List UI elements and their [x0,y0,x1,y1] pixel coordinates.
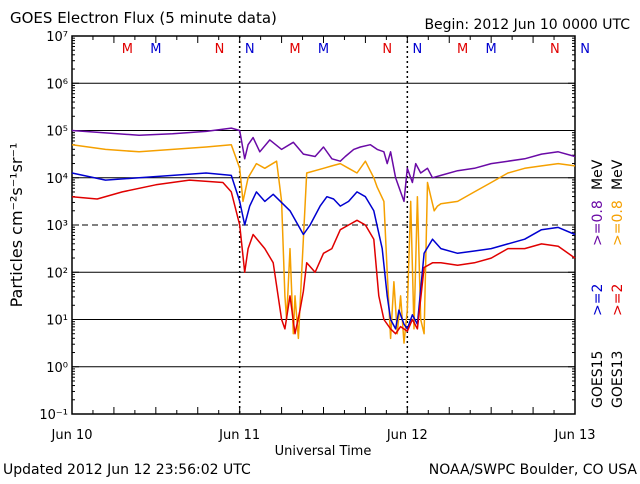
y-axis-ticks: 10⁻¹ 10⁰ 10¹ 10² 10³ 10⁴ 10⁵ 10⁶ 10⁷ [39,30,575,423]
marker-label: N [245,42,255,57]
marker-label: M [486,42,497,57]
series-line [71,143,576,344]
unit-label-1: MeV [590,159,606,190]
goes13-label: GOES13 [610,351,626,408]
y-tick-label: 10¹ [46,314,68,329]
marker-label: N [413,42,423,57]
y-tick-label: 10³ [46,219,68,234]
credit-text: NOAA/SWPC Boulder, CO USA [429,462,638,478]
series-line [71,127,576,203]
x-tick-label: Jun 10 [51,428,93,443]
series-line [71,179,576,335]
goes13-2mev-label: >=2 [610,284,626,316]
marker-label: N [550,42,560,57]
x-axis-label: Universal Time [275,444,372,459]
goes15-2mev-label: >=2 [590,284,606,316]
grid-lines [72,36,575,414]
y-tick-label: 10⁷ [46,30,68,45]
updated-timestamp: Updated 2012 Jun 12 23:56:02 UTC [3,462,251,478]
marker-label: M [122,42,133,57]
y-tick-label: 10⁰ [46,361,68,376]
goes13-08mev-label: >=0.8 [610,200,626,246]
y-axis-label: Particles cm⁻²s⁻¹sr⁻¹ [7,143,26,308]
marker-label: N [215,42,225,57]
x-tick-label: Jun 13 [554,428,596,443]
goes15-label: GOES15 [590,351,606,408]
y-tick-label: 10⁶ [46,77,68,92]
marker-label: M [289,42,300,57]
y-tick-label: 10⁻¹ [39,408,68,423]
y-tick-label: 10⁵ [46,125,68,140]
begin-time: Begin: 2012 Jun 10 0000 UTC [424,17,630,33]
marker-label: M [150,42,161,57]
right-legend: GOES15 GOES13 >=2 >=2 >=0.8 >=0.8 MeV Me… [590,159,626,408]
marker-label: M [318,42,329,57]
x-axis-ticks: Jun 10 Jun 11 Jun 12 Jun 13 [51,36,596,443]
unit-label-2: MeV [610,159,626,190]
chart-title: GOES Electron Flux (5 minute data) [10,9,277,27]
y-tick-label: 10² [46,266,68,281]
marker-label: N [580,42,590,57]
y-tick-label: 10⁴ [46,172,68,187]
x-tick-label: Jun 11 [218,428,260,443]
goes15-08mev-label: >=0.8 [590,200,606,246]
series-line [71,172,576,330]
flux-series [71,127,576,344]
marker-label: N [382,42,392,57]
marker-label: M [457,42,468,57]
x-tick-label: Jun 12 [386,428,428,443]
